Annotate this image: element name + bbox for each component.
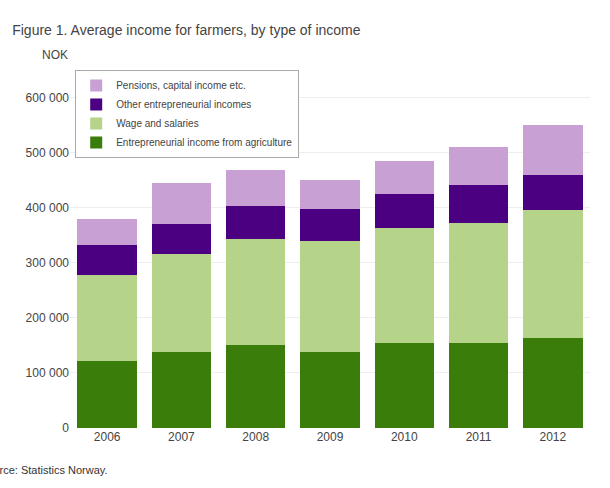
svg-text:Other entrepreneurial incomes: Other entrepreneurial incomes (116, 99, 251, 110)
svg-text:500 000: 500 000 (26, 146, 70, 160)
svg-text:2010: 2010 (391, 430, 418, 444)
svg-text:100 000: 100 000 (26, 366, 70, 380)
svg-text:300 000: 300 000 (26, 256, 70, 270)
svg-text:600 000: 600 000 (26, 91, 70, 105)
svg-text:Source: Statistics Norway.: Source: Statistics Norway. (0, 464, 108, 476)
svg-text:0: 0 (62, 421, 69, 435)
svg-text:Pensions, capital income etc.: Pensions, capital income etc. (116, 80, 246, 91)
svg-text:Wage and salaries: Wage and salaries (116, 118, 198, 129)
svg-text:200 000: 200 000 (26, 311, 70, 325)
svg-text:2007: 2007 (168, 430, 195, 444)
svg-text:2006: 2006 (94, 430, 121, 444)
svg-text:NOK: NOK (42, 48, 68, 62)
svg-text:2009: 2009 (317, 430, 344, 444)
svg-text:Entrepreneurial income from ag: Entrepreneurial income from agriculture (116, 137, 292, 148)
svg-text:2012: 2012 (540, 430, 567, 444)
svg-text:2011: 2011 (466, 430, 492, 444)
svg-text:2008: 2008 (242, 430, 269, 444)
svg-text:Figure 1. Average income for f: Figure 1. Average income for farmers, by… (12, 22, 361, 38)
svg-text:400 000: 400 000 (26, 201, 70, 215)
